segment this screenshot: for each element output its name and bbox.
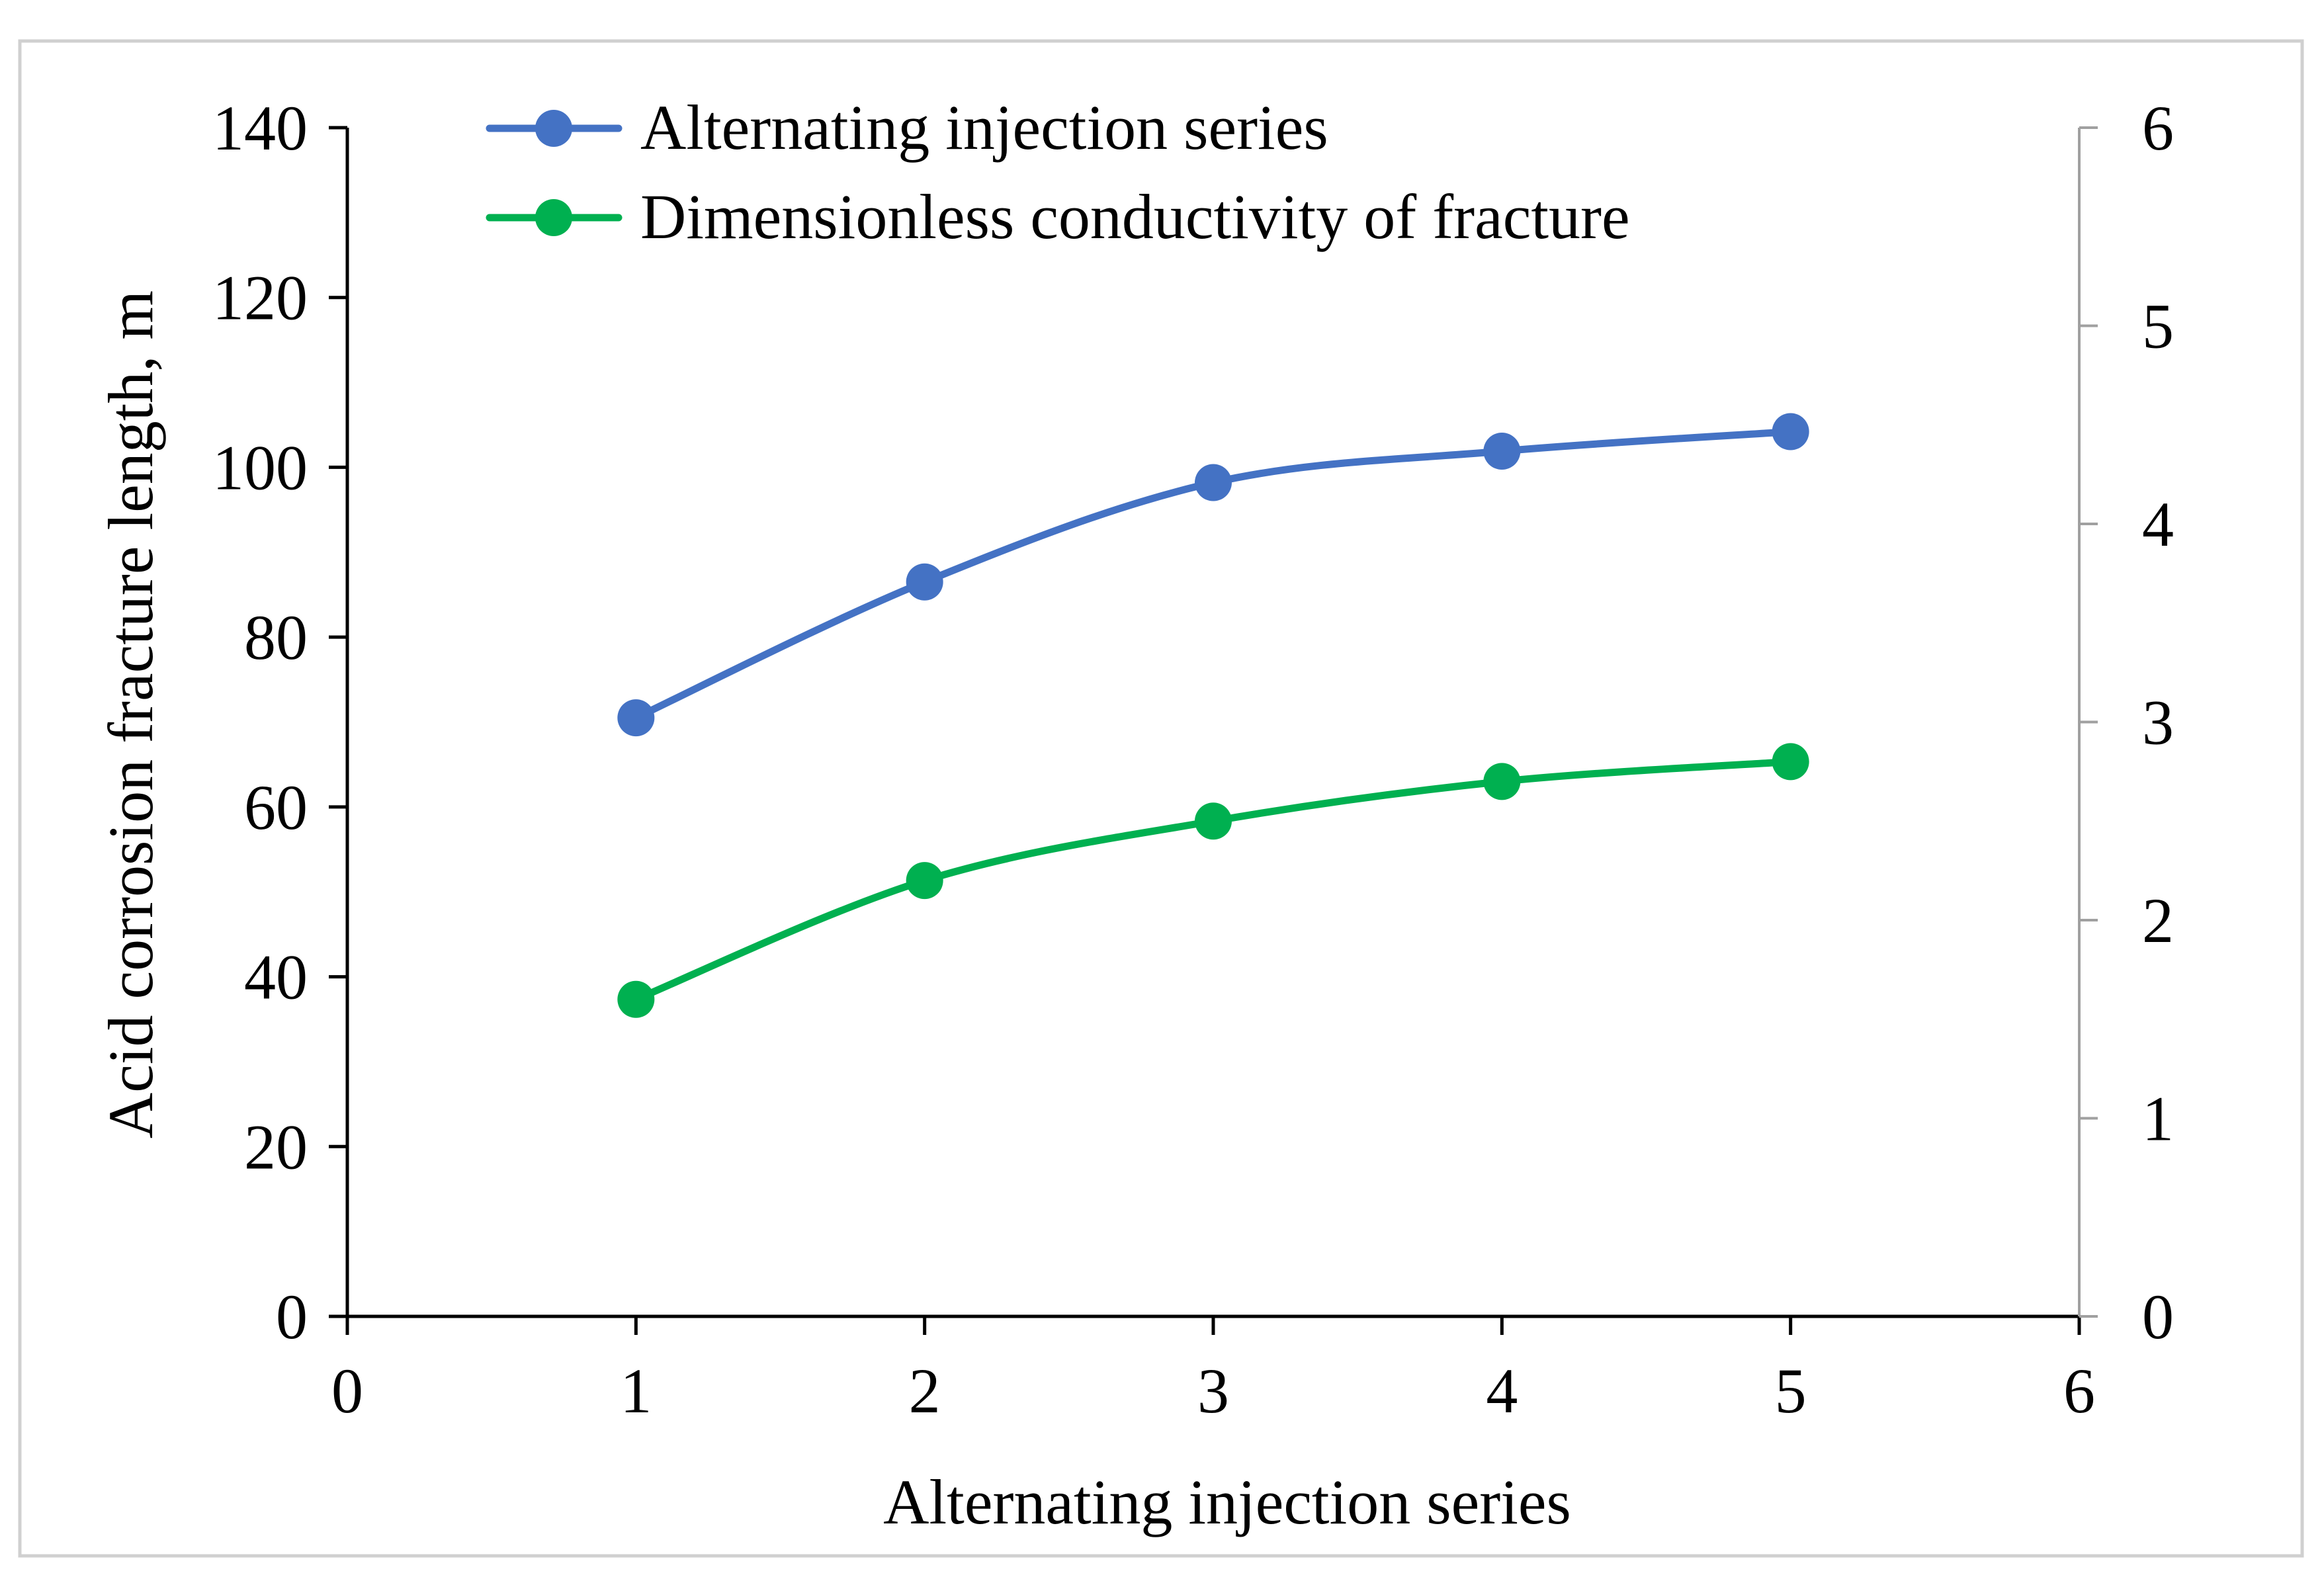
tick-marks — [329, 126, 2098, 1335]
y2-tick-label: 6 — [2142, 93, 2174, 163]
x-tick-label: 6 — [2063, 1355, 2095, 1426]
series-0-marker — [1483, 433, 1521, 470]
y2-tick-label: 2 — [2142, 885, 2174, 956]
legend-swatch-marker-1 — [535, 199, 572, 236]
y-tick-label: 120 — [212, 263, 308, 333]
chart-frame — [18, 39, 2304, 1558]
x-axis-title: Alternating injection series — [883, 1467, 1571, 1537]
y-tick-label: 80 — [244, 602, 308, 673]
legend-swatch-marker-0 — [535, 110, 572, 147]
x-tick-label: 0 — [331, 1355, 363, 1426]
x-tick-label: 2 — [909, 1355, 941, 1426]
y-tick-label: 140 — [212, 93, 308, 163]
series-0-marker — [906, 563, 943, 601]
y2-tick-label: 1 — [2142, 1084, 2174, 1154]
series-layer — [617, 413, 1809, 1018]
series-0-marker — [1772, 413, 1809, 450]
y-tick-label: 20 — [244, 1111, 308, 1182]
y-tick-label: 100 — [212, 432, 308, 503]
legend: Alternating injection series Dimensionle… — [486, 92, 1630, 252]
series-1-marker — [906, 862, 943, 900]
y-tick-label: 40 — [244, 942, 308, 1013]
legend-label-0: Alternating injection series — [640, 92, 1328, 163]
series-1-marker — [1483, 763, 1521, 800]
y-tick-label: 60 — [244, 772, 308, 843]
x-tick-label: 3 — [1197, 1355, 1229, 1426]
x-tick-label: 5 — [1775, 1355, 1807, 1426]
legend-item-1: Dimensionless conductivity of fracture — [486, 181, 1630, 252]
series-1-marker — [1772, 743, 1809, 781]
y2-tick-label: 0 — [2142, 1281, 2174, 1352]
series-0-marker — [617, 699, 655, 737]
x-tick-label: 1 — [620, 1355, 652, 1426]
y-axis-title: Acid corrosion fracture length, m — [95, 290, 166, 1138]
y2-tick-label: 3 — [2142, 687, 2174, 758]
legend-label-1: Dimensionless conductivity of fracture — [640, 181, 1630, 252]
series-1-marker — [1195, 802, 1232, 840]
y2-tick-label: 4 — [2142, 489, 2174, 560]
series-0-marker — [1195, 464, 1232, 501]
y2-tick-label: 5 — [2142, 291, 2174, 362]
legend-item-0: Alternating injection series — [486, 92, 1328, 163]
y-tick-label: 0 — [276, 1281, 308, 1352]
series-1-marker — [617, 980, 655, 1018]
x-tick-label: 4 — [1486, 1355, 1518, 1426]
